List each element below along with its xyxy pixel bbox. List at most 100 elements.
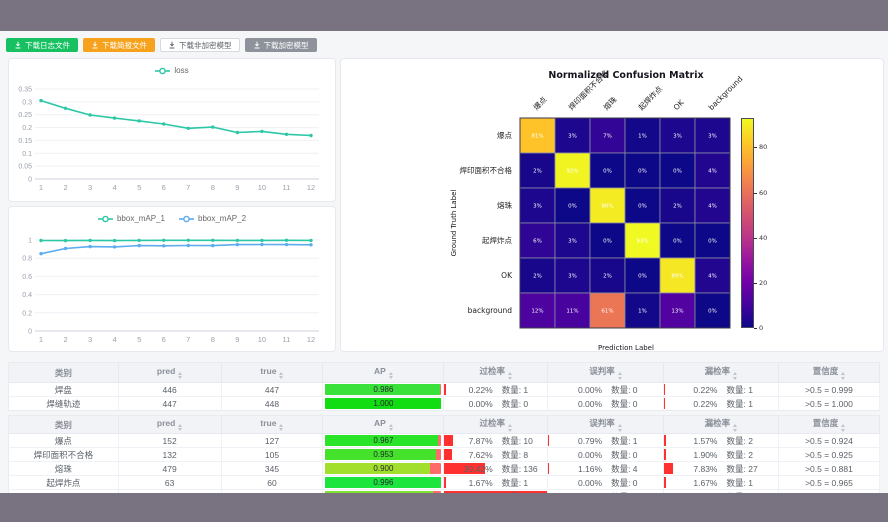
data-point[interactable] (284, 242, 289, 247)
data-point[interactable] (137, 243, 141, 248)
confusion-cell[interactable] (624, 117, 661, 154)
confusion-cell[interactable] (694, 292, 731, 329)
data-point[interactable] (235, 242, 240, 247)
data-point[interactable] (186, 238, 190, 242)
col-header-mis[interactable]: 误判率 (547, 415, 664, 434)
col-header-miss[interactable]: 漏检率 (663, 415, 779, 434)
data-point[interactable] (186, 126, 190, 130)
download-log-button[interactable]: 下载日志文件 (6, 38, 78, 52)
sort-icon[interactable] (178, 371, 183, 380)
sort-icon[interactable] (508, 372, 513, 380)
data-point[interactable] (211, 238, 215, 242)
data-point[interactable] (39, 252, 43, 256)
data-point[interactable] (112, 116, 117, 120)
data-point[interactable] (88, 238, 92, 243)
confusion-cell[interactable] (659, 292, 696, 329)
cell-over: 39.42% 数量: 136 (443, 461, 549, 476)
data-point[interactable] (211, 243, 215, 248)
sort-icon[interactable] (178, 423, 183, 432)
data-point[interactable] (284, 238, 289, 242)
confusion-cell[interactable] (589, 292, 626, 329)
col-header-pred[interactable]: pred (118, 415, 222, 434)
confusion-cell[interactable] (659, 187, 696, 224)
download-unencrypted-model-button[interactable]: 下载非加密模型 (160, 38, 240, 52)
legend-item[interactable]: loss (155, 66, 189, 75)
data-point[interactable] (260, 238, 264, 243)
col-header-conf[interactable]: 置信度 (778, 415, 881, 434)
col-header-pred[interactable]: pred (118, 362, 222, 383)
sort-icon[interactable] (508, 424, 513, 432)
data-point[interactable] (162, 238, 166, 242)
confusion-cell[interactable] (694, 117, 731, 154)
data-point[interactable] (88, 113, 92, 117)
svg-text:0.8: 0.8 (22, 256, 32, 263)
cell-pred: 152 (118, 433, 222, 448)
sort-icon[interactable] (841, 372, 846, 380)
sort-icon[interactable] (388, 423, 393, 432)
col-header-ap[interactable]: AP (322, 415, 445, 434)
data-point[interactable] (112, 238, 117, 243)
confusion-cell[interactable] (589, 187, 626, 224)
data-point[interactable] (88, 244, 92, 249)
data-point[interactable] (39, 98, 43, 103)
data-point[interactable] (309, 238, 313, 243)
data-point[interactable] (260, 129, 264, 134)
confusion-cell[interactable] (554, 292, 591, 329)
sort-icon[interactable] (279, 371, 284, 380)
data-point[interactable] (39, 238, 43, 243)
svg-text:1: 1 (28, 238, 32, 245)
data-point[interactable] (235, 238, 240, 243)
col-header-over[interactable]: 过检率 (443, 362, 549, 383)
data-point[interactable] (186, 243, 190, 248)
data-point[interactable] (309, 133, 313, 138)
col-header-miss[interactable]: 漏检率 (663, 362, 779, 383)
confusion-cell[interactable] (694, 187, 731, 224)
sort-icon[interactable] (617, 372, 622, 380)
sort-icon[interactable] (617, 424, 622, 432)
sort-icon[interactable] (841, 424, 846, 432)
data-point[interactable] (260, 242, 264, 247)
download-encrypted-model-button[interactable]: 下载加密模型 (244, 38, 317, 52)
data-point[interactable] (162, 244, 166, 248)
confusion-cell[interactable] (554, 152, 591, 189)
confusion-cell[interactable] (554, 187, 591, 224)
rate-count: 数量: 0 (611, 477, 638, 488)
confusion-cell[interactable] (659, 222, 696, 259)
sort-icon[interactable] (733, 424, 738, 432)
col-header-true[interactable]: true (221, 362, 324, 383)
col-header-name: 类别 (8, 415, 119, 434)
sort-icon[interactable] (388, 371, 393, 380)
confusion-cell[interactable] (694, 222, 731, 259)
data-point[interactable] (137, 238, 141, 243)
data-point[interactable] (63, 238, 68, 243)
legend-item[interactable]: bbox_mAP_1 (97, 214, 165, 223)
data-point[interactable] (63, 246, 68, 251)
download-report-button[interactable]: 下载简报文件 (83, 38, 155, 52)
col-header-conf[interactable]: 置信度 (778, 362, 881, 383)
rate-count: 数量: 0 (611, 384, 638, 395)
data-point[interactable] (284, 132, 289, 136)
data-point[interactable] (63, 106, 68, 110)
data-point[interactable] (235, 130, 240, 135)
confusion-cell[interactable] (624, 187, 661, 224)
confusion-cell[interactable] (694, 152, 731, 189)
col-header-ap[interactable]: AP (322, 362, 445, 383)
data-point[interactable] (309, 243, 313, 247)
confusion-cell[interactable] (519, 257, 556, 294)
confusion-cell[interactable] (624, 152, 661, 189)
legend-item[interactable]: bbox_mAP_2 (179, 214, 246, 223)
data-point[interactable] (211, 125, 215, 129)
data-point[interactable] (137, 119, 141, 123)
col-header-over[interactable]: 过检率 (443, 415, 549, 434)
sort-icon[interactable] (279, 423, 284, 432)
confusion-cell[interactable] (554, 117, 591, 154)
confusion-cell[interactable] (519, 222, 556, 259)
col-header-true[interactable]: true (221, 415, 324, 434)
confusion-cell[interactable] (589, 257, 626, 294)
cell-ap: 0.986 (322, 382, 445, 397)
data-point[interactable] (112, 245, 117, 249)
data-point[interactable] (162, 122, 166, 126)
rate-percent: 0.00% (577, 477, 603, 488)
col-header-mis[interactable]: 误判率 (547, 362, 664, 383)
sort-icon[interactable] (733, 372, 738, 380)
